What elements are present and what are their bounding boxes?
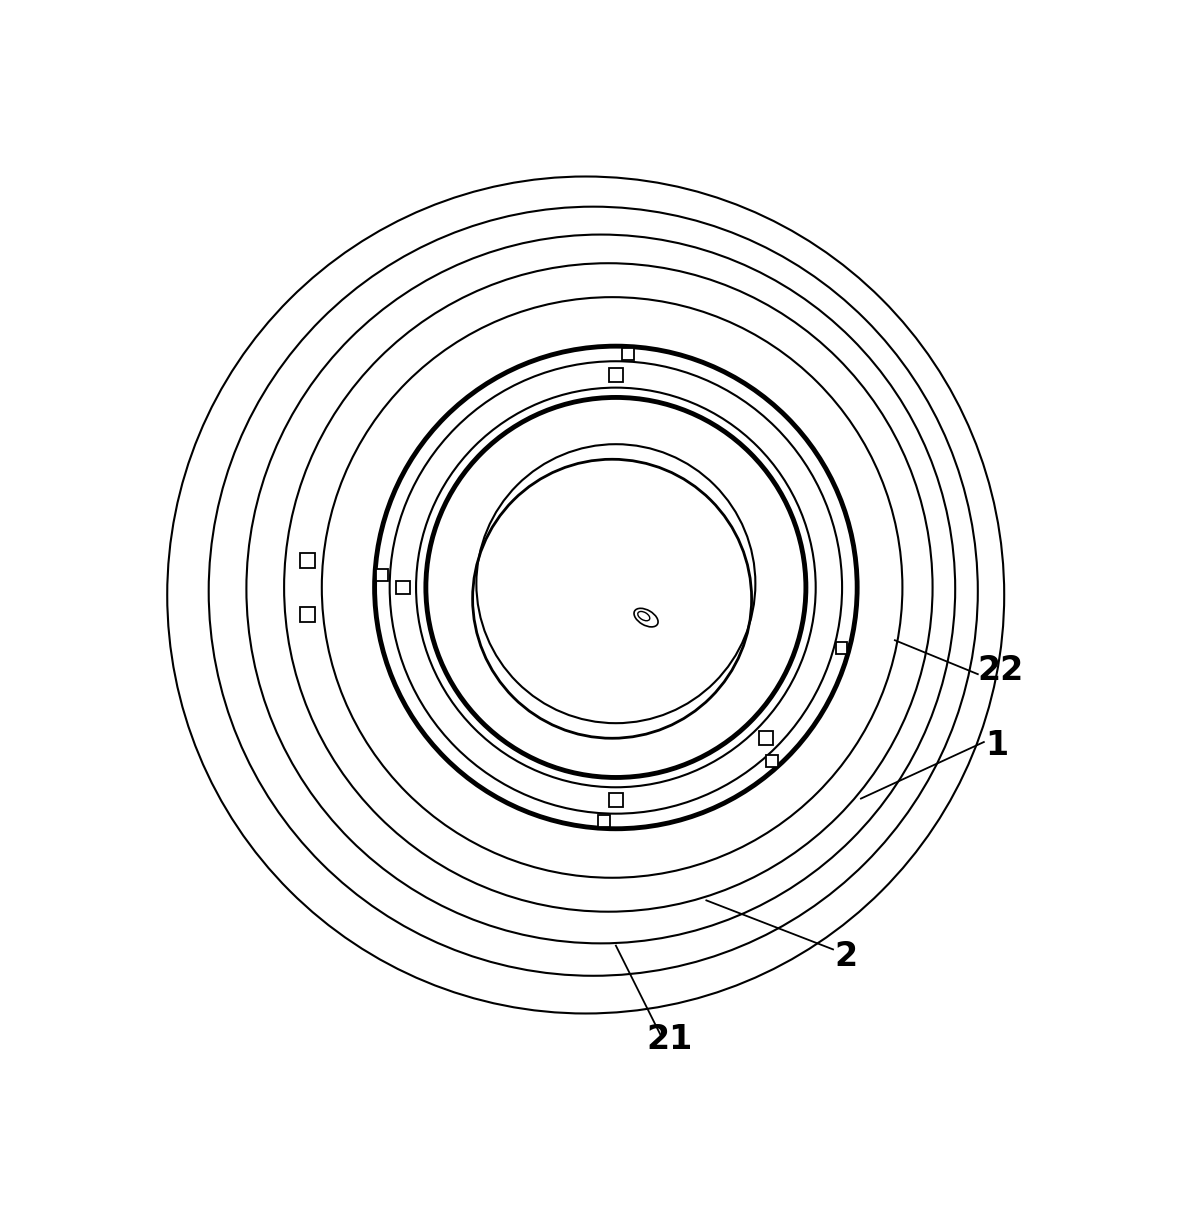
Text: 21: 21 — [646, 1024, 692, 1057]
Text: 2: 2 — [834, 940, 858, 974]
Bar — [396, 581, 410, 594]
Ellipse shape — [634, 608, 658, 627]
Bar — [609, 368, 623, 382]
Bar — [597, 815, 610, 827]
Bar — [609, 794, 623, 807]
Text: 22: 22 — [978, 654, 1024, 687]
Bar — [622, 349, 634, 360]
Bar — [300, 553, 316, 569]
Bar — [836, 642, 848, 653]
Bar — [767, 755, 779, 767]
Ellipse shape — [637, 612, 649, 621]
Bar — [300, 607, 316, 621]
Text: 1: 1 — [985, 729, 1009, 762]
Bar — [376, 569, 388, 581]
Bar — [760, 731, 773, 745]
